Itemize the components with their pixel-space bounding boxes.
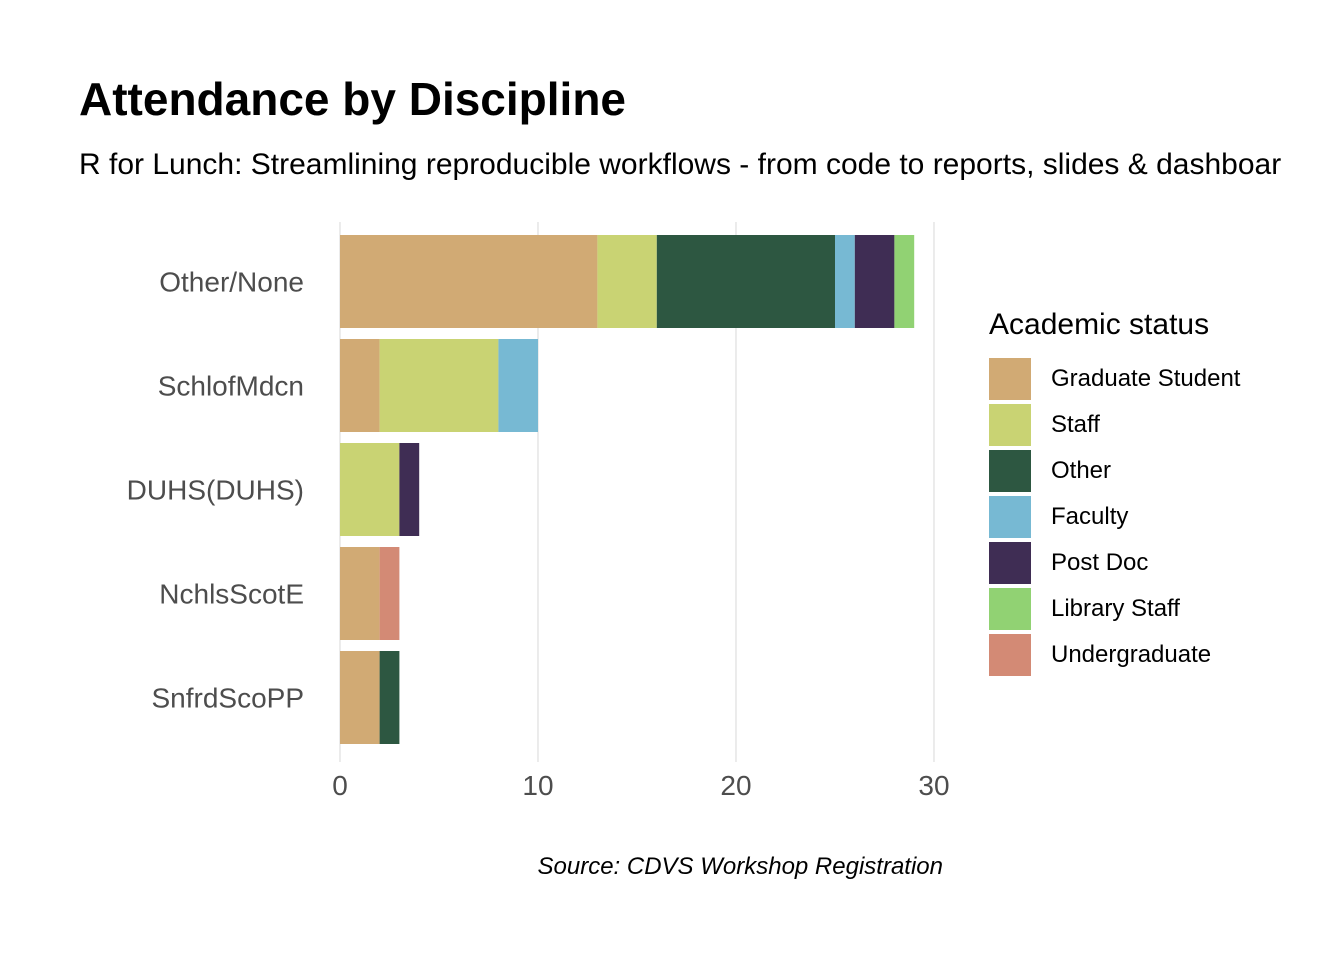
legend-label: Other: [1051, 457, 1112, 484]
bar-segment: [340, 443, 400, 536]
legend-item: Post Doc: [989, 540, 1240, 586]
legend-item: Undergraduate: [989, 632, 1240, 678]
bar-segment: [340, 651, 380, 744]
chart-subtitle: R for Lunch: Streamlining reproducible w…: [79, 148, 1282, 181]
bar-segment: [379, 547, 400, 640]
legend-label: Graduate Student: [1051, 365, 1241, 392]
bar-segment: [340, 547, 380, 640]
bar-segment: [597, 235, 657, 328]
x-tick-label: 20: [720, 770, 751, 801]
legend-item: Faculty: [989, 494, 1240, 540]
legend-item: Staff: [989, 402, 1240, 448]
legend-key: [989, 450, 1031, 492]
x-tick-label: 0: [332, 770, 348, 801]
legend-key: [989, 542, 1031, 584]
bar-segment: [379, 339, 499, 432]
legend-key: [989, 634, 1031, 676]
legend-key: [989, 496, 1031, 538]
legend-item: Library Staff: [989, 586, 1240, 632]
legend-items: Graduate Student Staff Other Faculty Post Do…: [989, 356, 1240, 678]
legend-label: Post Doc: [1051, 549, 1149, 576]
legend-key: [989, 588, 1031, 630]
chart-title: Attendance by Discipline: [79, 73, 627, 125]
legend-item: Graduate Student: [989, 356, 1240, 402]
y-tick-label: NchlsScotE: [159, 579, 304, 610]
legend-key: [989, 404, 1031, 446]
bar-segment: [656, 235, 835, 328]
legend-label: Undergraduate: [1051, 641, 1212, 668]
legend-item: Other: [989, 448, 1240, 494]
legend-label: Faculty: [1051, 503, 1129, 530]
bar-segment: [399, 443, 420, 536]
bar-segment: [379, 651, 400, 744]
y-tick-label: Other/None: [159, 267, 304, 298]
y-tick-label: DUHS(DUHS): [127, 475, 304, 506]
bar-segment: [340, 235, 598, 328]
y-tick-label: SnfrdScoPP: [151, 683, 304, 714]
legend: Academic status Graduate Student Staff Oth…: [989, 308, 1240, 678]
y-tick-label: SchlofMdcn: [158, 371, 304, 402]
chart-caption: Source: CDVS Workshop Registration: [537, 853, 944, 880]
bar-segment: [854, 235, 895, 328]
bar-segment: [340, 339, 380, 432]
x-tick-label: 10: [522, 770, 553, 801]
bar-segment: [498, 339, 538, 432]
legend-title: Academic status: [989, 308, 1210, 341]
legend-label: Library Staff: [1051, 595, 1180, 622]
legend-key: [989, 358, 1031, 400]
x-tick-label: 30: [918, 770, 949, 801]
bar-segment: [894, 235, 915, 328]
legend-label: Staff: [1051, 411, 1100, 438]
bar-segment: [835, 235, 855, 328]
